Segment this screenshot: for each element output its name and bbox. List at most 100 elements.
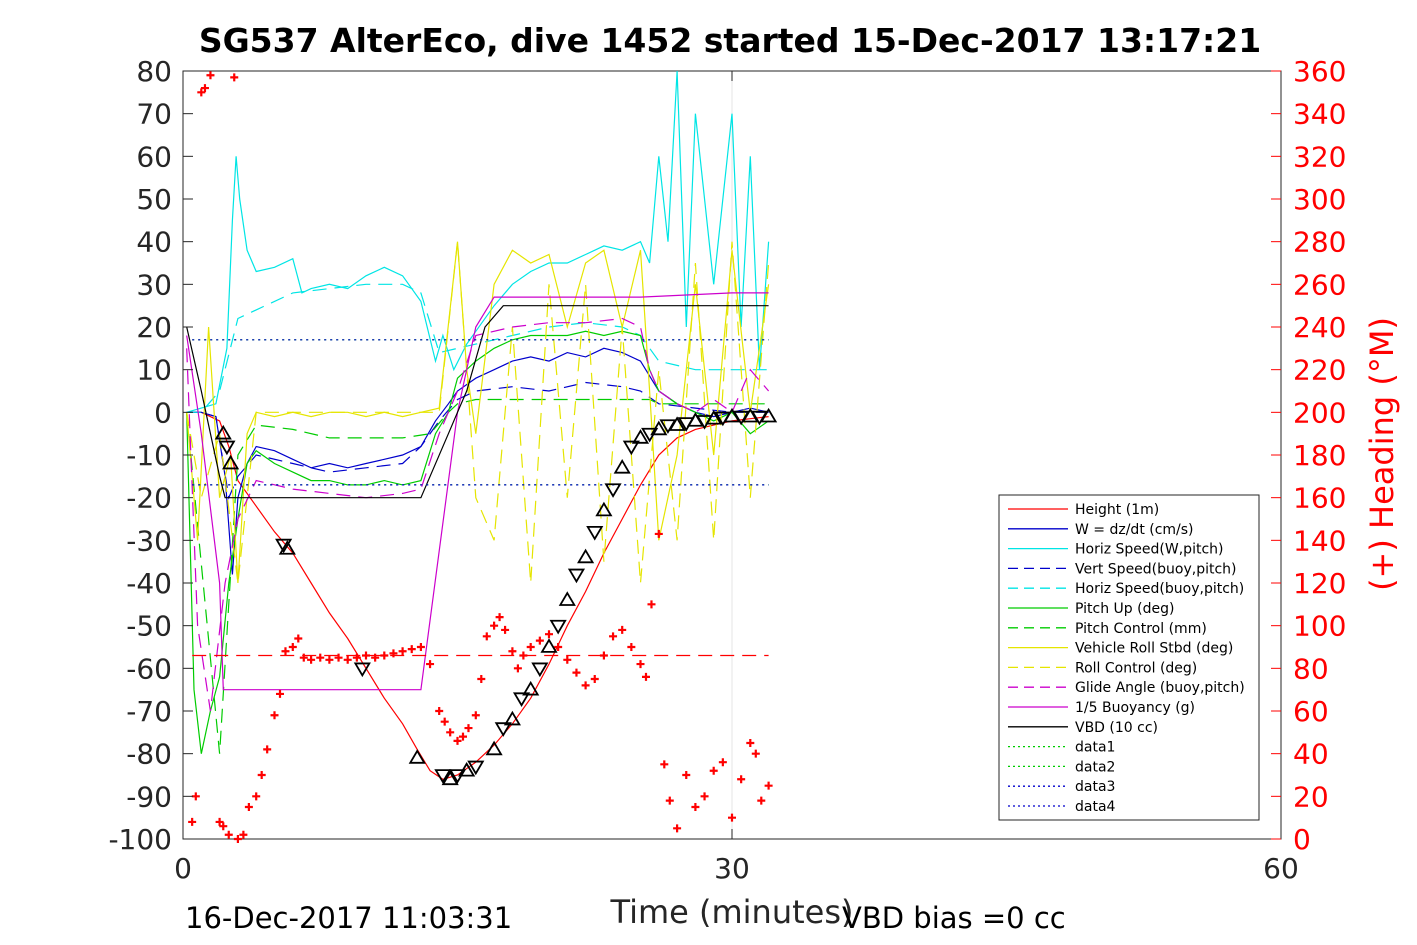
heading-point [230,73,239,82]
right-y-tick-label: 120 [1293,567,1346,600]
marker-layer [188,71,778,843]
triangle-point [531,662,549,678]
series-line-pitch-up-deg [186,330,769,754]
triangle-point [408,749,426,764]
heading-point [572,668,581,677]
triangle-point [613,459,631,474]
heading-point [618,625,627,634]
legend-label: Vehicle Roll Stbd (deg) [1075,641,1233,657]
heading-point [307,655,316,664]
heading-point [746,739,755,747]
heading-point [545,630,553,639]
heading-point [490,621,499,630]
triangle-point [604,483,622,498]
triangle-point [278,540,296,555]
triangle-point [458,761,476,777]
heading-point [257,771,266,779]
left-y-tick-label: -90 [126,780,172,813]
legend: Height (1m) W = dz/dt (cm/s) Horiz Speed(W… [998,494,1260,821]
heading-point [673,824,682,833]
left-y-tick-label: 70 [136,98,172,131]
heading-point [416,643,425,651]
triangle-point [650,420,668,436]
heading-point [334,653,343,662]
heading-point [239,830,248,839]
heading-point [191,792,200,801]
series-line-w-dz-dt-cm-s [186,347,769,575]
heading-point [764,781,773,790]
x-tick-label: 0 [174,852,192,885]
triangle-point [595,501,613,517]
left-y-tick-label: 40 [136,226,172,259]
heading-point [371,653,380,662]
heading-point [453,736,462,745]
right-y-tick-label: 220 [1293,354,1346,387]
legend-label: 1/5 Buoyancy (g) [1075,700,1195,716]
heading-point [636,660,645,669]
triangle-point [434,769,452,784]
heading-point [215,817,224,826]
left-y-tick-label: 50 [136,183,172,216]
heading-point [471,711,480,720]
left-y-tick-label: -70 [126,695,172,728]
heading-point [526,643,535,651]
right-y-tick-label: 340 [1293,98,1346,131]
triangle-point [540,638,558,653]
triangle-point [275,538,293,554]
right-y-tick-label: 140 [1293,524,1346,557]
heading-point [709,766,718,775]
heading-point [440,717,449,726]
left-y-tick-label: 20 [136,311,172,344]
heading-point [501,625,510,634]
right-y-tick-label: 60 [1293,695,1329,728]
heading-point [458,732,467,741]
triangle-point [558,591,576,606]
left-y-tick-label: 10 [136,354,172,387]
right-y-tick-label: 160 [1293,482,1346,515]
heading-point [513,664,522,673]
heading-point [718,758,727,767]
left-y-tick-label: 0 [154,396,172,429]
legend-label: data1 [1075,740,1115,756]
legend-label: Pitch Up (deg) [1075,601,1174,617]
heading-point [519,651,528,660]
heading-point [281,647,290,656]
axis-layer: 0 30 6080706050403020100-10-20-30-40-50-60… [108,55,1346,885]
left-y-tick-label: -100 [108,823,172,856]
heading-point [380,651,389,660]
legend-box [998,494,1260,821]
heading-point [641,672,650,681]
legend-label: data4 [1075,799,1116,815]
heading-point [590,675,599,683]
series-line-vbd-10-cc [186,305,769,499]
heading-point [294,634,303,643]
triangle-point [485,740,503,756]
legend-label: Pitch Control (mm) [1075,621,1207,637]
legend-label: Roll Control (deg) [1075,660,1197,676]
triangle-point [586,526,604,541]
heading-point [362,651,370,660]
heading-point [263,745,272,754]
heading-point [682,771,691,779]
left-y-tick-label: -40 [126,567,172,600]
heading-point [206,71,215,80]
series-line-horiz-speed-w-pitch [186,70,770,413]
heading-point [464,724,473,733]
legend-label: Vert Speed(buoy,pitch) [1075,561,1237,577]
triangle-point [494,722,512,737]
left-y-tick-label: 60 [136,140,172,173]
heading-point [200,84,209,93]
heading-point [691,803,700,811]
x-axis-label: Time (minutes) [610,893,854,931]
triangle-point [631,429,650,444]
series-line-glide-angle-buoy-pitch [186,317,770,712]
series-line-roll-control-deg [186,241,770,584]
heading-point [660,760,669,769]
footer-vbd-bias: VBD bias =0 cc [842,901,1066,935]
heading-point [647,600,656,609]
legend-label: Horiz Speed(buoy,pitch) [1075,581,1244,597]
right-y-tick-label: 240 [1293,311,1346,344]
heading-point [757,796,766,805]
triangle-point [218,440,236,456]
triangle-point [512,692,531,707]
